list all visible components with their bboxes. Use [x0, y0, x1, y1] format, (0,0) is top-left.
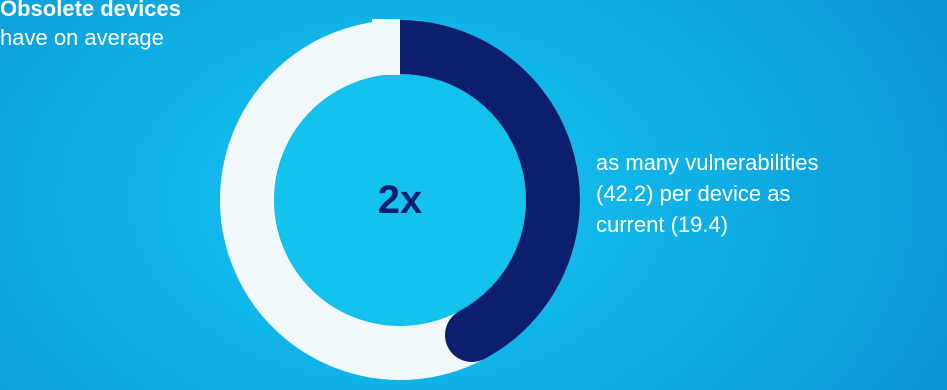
ring-highlight-arc: [373, 20, 580, 362]
description-line-2: (42.2) per device as: [596, 181, 791, 206]
description: as many vulnerabilities (42.2) per devic…: [596, 147, 941, 240]
ring-arc-start-edge: [372, 19, 400, 75]
description-line-1: as many vulnerabilities: [596, 150, 819, 175]
heading-subtitle: have on average: [0, 25, 164, 50]
heading-title: Obsolete devices: [0, 0, 181, 21]
ring-center: [275, 75, 525, 325]
description-line-3: current (19.4): [596, 212, 729, 237]
heading: Obsolete devices have on average: [0, 0, 181, 52]
center-value: 2x: [377, 178, 423, 222]
